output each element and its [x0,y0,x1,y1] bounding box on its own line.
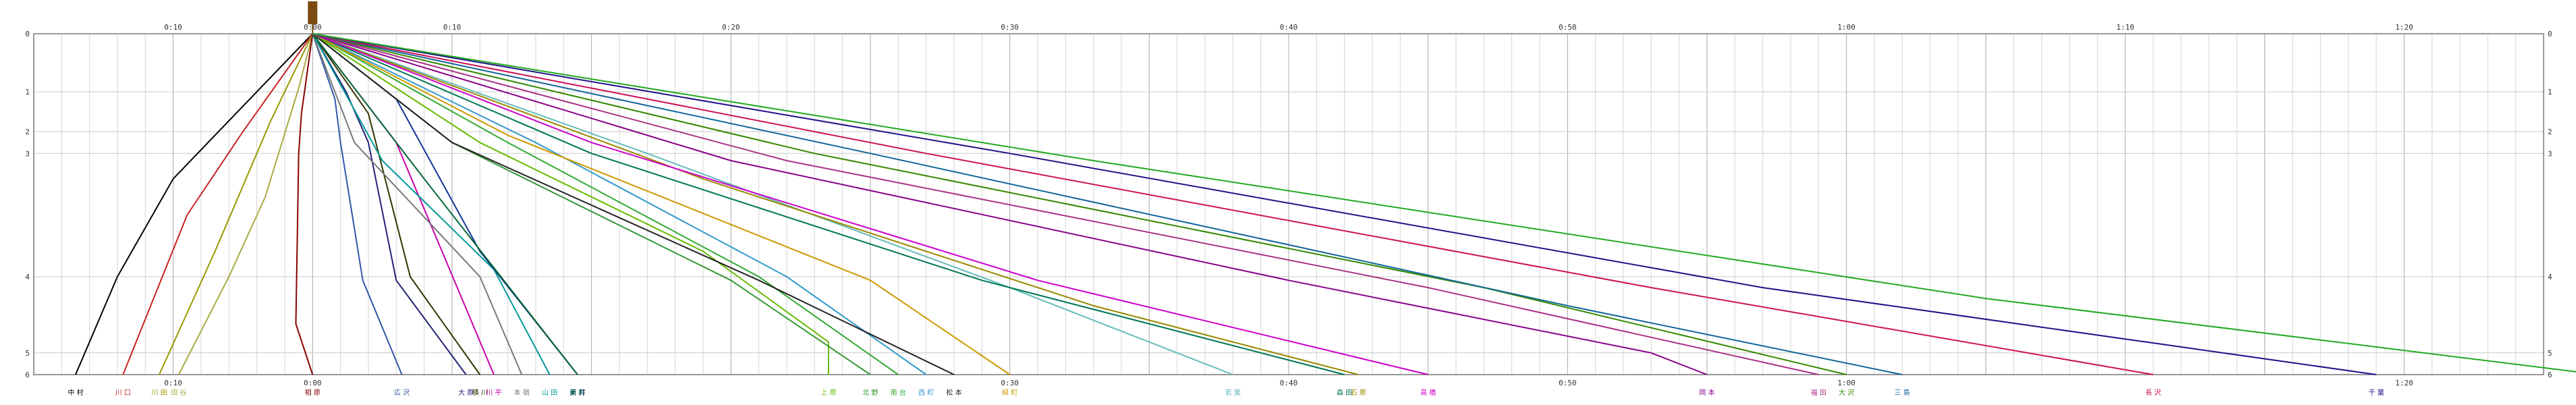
bottom-time-axis: 0:10 0:00 0:30 0:40 0:50 1:00 1:20 [164,379,2413,387]
series-end-label-11: 新 井 [569,388,585,397]
series-line-0 [75,33,314,375]
top-tick-label: 0:10 [164,23,182,32]
top-tick-label: 0:40 [1280,23,1298,32]
bottom-tick-label: 0:00 [304,379,322,387]
series-line-15 [312,33,899,375]
bottom-tick-label: 0:50 [1559,379,1577,387]
station-number-right: 2 [2548,128,2552,136]
series-line-24 [312,33,1819,375]
top-tick-label: 0:50 [1559,23,1577,32]
station-number-right: 5 [2548,349,2552,358]
series-end-label-28: 千 葉 [2368,388,2384,397]
series-line-21 [312,33,1359,375]
series-end-label-2: 川 田 [151,389,167,397]
series-end-label-8: 川 平 [486,389,501,397]
bottom-tick-label: 1:20 [2395,379,2413,387]
series-line-12 [312,33,578,375]
series-line-9 [312,33,523,375]
series-line-7 [312,33,481,375]
series-end-label-15: 南 台 [891,388,906,397]
series-line-19 [312,33,1233,375]
bottom-tick-label: 0:10 [164,379,182,387]
series-end-label-7: 横 川 [472,388,488,397]
top-tick-label: 0:10 [443,23,461,32]
station-number-left: 3 [25,149,30,158]
series-end-label-20: 森 田 [1337,388,1352,397]
bottom-tick-label: 1:00 [1837,379,1855,387]
series-end-label-23: 岡 本 [1699,388,1714,397]
series-line-29 [312,33,2576,373]
top-tick-label: 1:20 [2395,23,2413,32]
series-end-label-24: 福 田 [1811,388,1826,397]
bottom-tick-label: 0:30 [1001,379,1019,387]
series-end-label-27: 長 沢 [2146,388,2161,397]
station-number-right: 1 [2548,88,2552,97]
top-tick-label: 0:20 [722,23,740,32]
series-line-4 [295,33,314,375]
series-end-label-10: 山 田 [542,389,557,397]
series-line-16 [312,33,927,375]
series-line-3 [178,33,314,375]
station-number-left: 0 [25,30,30,38]
series-line-18 [312,33,1011,375]
station-number-left: 6 [25,371,30,379]
series-end-label-13: 上 原 [820,389,836,397]
top-time-axis: 0:100:000:100:200:300:400:501:001:101:20 [164,23,2413,32]
series-line-6 [312,33,467,375]
station-number-left: 2 [25,128,30,136]
station-number-right: 3 [2548,149,2552,158]
series-end-label-17: 松 本 [946,388,961,397]
origin-marker [308,1,318,34]
station-number-right: 6 [2548,371,2552,379]
series-line-17 [312,33,955,375]
series-end-label-16: 西 町 [918,389,934,397]
series-line-27 [312,33,2154,375]
station-number-left: 4 [25,273,30,281]
series-end-label-3: 田 谷 [171,389,186,397]
series-end-label-0: 中 村 [67,388,83,397]
series-line-5 [312,33,403,375]
station-numbers-right: 0 1 2 3 4 5 6 [2548,30,2552,379]
origin-flag [308,1,318,24]
top-tick-label: 1:00 [1837,23,1855,32]
series-line-10 [312,33,551,375]
station-number-left: 5 [25,349,30,358]
series-end-label-25: 大 沢 [1839,388,1854,397]
station-numbers-left: 0 1 2 3 4 5 6 [25,30,30,379]
series-line-22 [312,33,1428,375]
bottom-tick-label: 0:40 [1280,379,1298,387]
series-line-2 [159,33,314,375]
series-end-label-21: 石 原 [1351,389,1366,397]
station-number-right: 0 [2548,30,2552,38]
series-end-label-9: 本 宿 [514,388,530,397]
series-end-label-12: 東 町 [569,388,585,397]
plot-frame [33,33,2544,375]
series-end-label-1: 川 口 [115,389,131,397]
series-line-20 [312,33,1345,375]
top-tick-label: 0:30 [1001,23,1019,32]
series-line-23 [312,33,1708,375]
series-end-label-5: 広 沢 [394,388,410,397]
series-end-label-22: 高 橋 [1420,388,1436,397]
station-number-right: 4 [2548,273,2552,281]
series-end-label-4: 相 原 [305,388,320,397]
station-number-left: 1 [25,88,30,97]
series-end-label-6: 大 原 [458,388,474,397]
series-line-25 [312,33,1847,375]
series-end-label-14: 北 野 [862,389,878,397]
top-tick-label: 1:10 [2117,23,2135,32]
series-line-13 [312,33,829,375]
series-line-1 [122,33,314,375]
series-line-26 [312,33,1903,375]
series-end-label-26: 三 島 [1895,388,1910,397]
end-labels: 中 村 川 口 川 田田 谷 相 原 広 沢 大 原横 川川 平 本 宿 山 田 新 井東 町 上… [67,388,2384,397]
series-line-28 [312,33,2377,375]
series-lines [75,33,2576,375]
series-end-label-18: 緑 町 [1002,388,1017,397]
series-end-label-19: 若 葉 [1225,388,1241,397]
